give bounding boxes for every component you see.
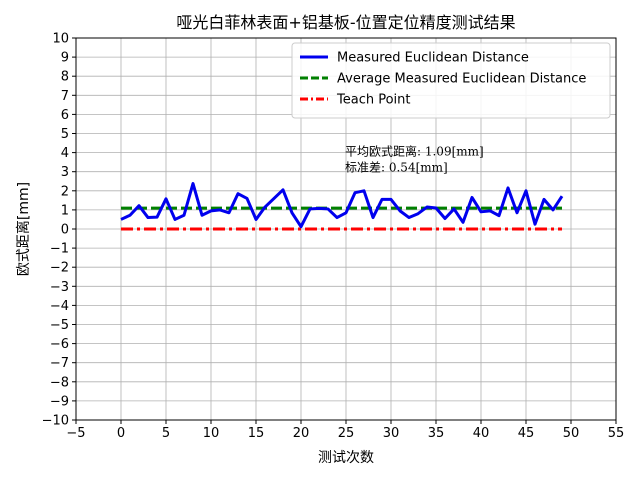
legend-box — [291, 42, 611, 119]
y-tick-label: 6 — [61, 108, 69, 123]
y-tick-label: −7 — [50, 356, 69, 371]
y-tick-label: −2 — [50, 261, 69, 276]
x-tick-label: 45 — [518, 426, 535, 441]
legend-label-0: Measured Euclidean Distance — [337, 51, 529, 66]
ticks: −5 0 5 10 15 20 25 30 35 40 45 50 55−10−9−8−7−6−5−4−… — [42, 32, 625, 442]
stats-annotation-0: 平均欧式距离: 1.09[mm] — [345, 143, 484, 158]
legend: Measured Euclidean Distance Average Measu… — [291, 42, 611, 119]
y-tick-label: 5 — [61, 127, 69, 142]
x-tick-label: 10 — [203, 426, 220, 441]
series-line-0 — [120, 182, 564, 229]
x-tick-label: 5 — [162, 426, 170, 441]
stats-annotation-1: 标准差: 0.54[mm] — [345, 161, 448, 175]
chart-title: 哑光白菲林表面+铝基板-位置定位精度测试结果 — [176, 13, 515, 32]
x-tick-label: 0 — [117, 426, 125, 441]
y-tick-label: 10 — [52, 32, 69, 47]
series-layer — [120, 182, 564, 231]
y-tick-label: 4 — [61, 146, 69, 161]
legend-label-2: Teach Point — [336, 93, 411, 108]
legend-label-1: Average Measured Euclidean Distance — [337, 72, 586, 87]
y-tick-label: −1 — [50, 242, 69, 257]
x-tick-label: −5 — [66, 426, 85, 441]
x-tick-label: 20 — [293, 426, 310, 441]
x-tick-label: 30 — [383, 426, 400, 441]
y-tick-label: 7 — [61, 89, 69, 104]
x-axis-label: 测试次数 — [318, 450, 374, 466]
y-tick-label: 1 — [61, 203, 69, 218]
y-tick-label: −5 — [50, 318, 69, 333]
y-tick-label: −10 — [42, 414, 69, 429]
y-tick-label: 2 — [61, 184, 69, 199]
y-tick-label: −4 — [50, 299, 69, 314]
y-tick-label: −6 — [50, 337, 69, 352]
y-tick-label: −9 — [50, 394, 69, 409]
y-tick-label: −3 — [50, 280, 69, 295]
y-tick-label: 8 — [61, 70, 69, 85]
x-tick-label: 55 — [608, 426, 625, 441]
y-tick-label: −8 — [50, 375, 69, 390]
y-axis-label: 欧式距离[mm] — [15, 182, 32, 276]
x-tick-label: 40 — [473, 426, 490, 441]
y-tick-label: 9 — [61, 51, 69, 66]
x-tick-label: 25 — [338, 426, 355, 441]
y-tick-label: 3 — [61, 165, 69, 180]
y-tick-label: 0 — [61, 223, 69, 238]
annotations: 平均欧式距离: 1.09[mm] 标准差: 0.54[mm] — [345, 143, 484, 174]
x-tick-label: 15 — [248, 426, 265, 441]
x-tick-label: 50 — [563, 426, 580, 441]
x-tick-label: 35 — [428, 426, 445, 441]
